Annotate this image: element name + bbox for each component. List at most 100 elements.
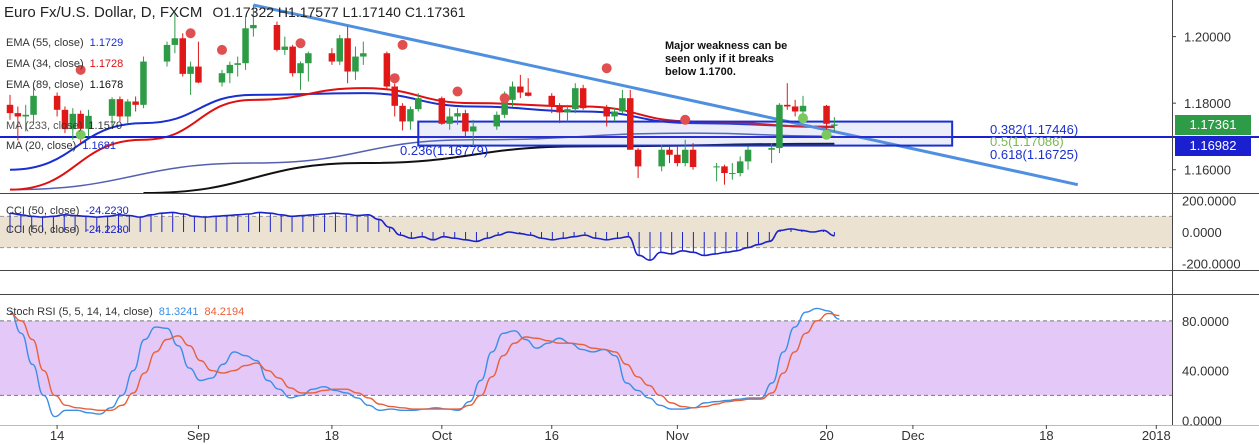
candle-body bbox=[69, 113, 77, 130]
time-tick-label: 2018 bbox=[1142, 428, 1171, 443]
candle bbox=[689, 143, 697, 170]
ohlc-readout: O1.17322 H1.17577 L1.17140 C1.17361 bbox=[212, 4, 466, 20]
fib-label-236: 0.236(1.16779) bbox=[400, 143, 488, 158]
stoch-legend: Stoch RSI (5, 5, 14, 14, close) 81.3241 84… bbox=[6, 306, 244, 318]
cci-tick-label: 200.0000 bbox=[1182, 194, 1236, 209]
candle bbox=[548, 93, 555, 114]
candle bbox=[407, 106, 414, 130]
signal-marker bbox=[75, 129, 86, 140]
candle-body bbox=[572, 88, 579, 110]
candle bbox=[391, 83, 398, 117]
candle-body bbox=[493, 114, 501, 127]
candle-body bbox=[234, 63, 241, 65]
candle-body bbox=[689, 149, 697, 168]
candle bbox=[22, 104, 29, 132]
cci-tick-label: 0.0000 bbox=[1182, 225, 1222, 240]
price-tick-label: 1.18000 bbox=[1184, 96, 1231, 111]
legend-label: EMA (89, close) bbox=[6, 79, 84, 91]
candle-body bbox=[124, 101, 132, 117]
fib-label-50: 0.5(1.17086) bbox=[990, 134, 1064, 149]
candle bbox=[360, 41, 367, 65]
candle-body bbox=[407, 109, 414, 122]
candle bbox=[352, 46, 359, 80]
candle-body bbox=[391, 86, 398, 106]
legend-value: 1.1570 bbox=[88, 120, 123, 132]
candle bbox=[729, 163, 736, 180]
candle bbox=[446, 108, 453, 130]
stoch-legend-label: Stoch RSI (5, 5, 14, 14, close) bbox=[6, 306, 153, 318]
candle-body bbox=[579, 88, 587, 109]
stoch-tick-label: 40.0000 bbox=[1182, 364, 1229, 379]
candle bbox=[517, 74, 524, 99]
cci-legend-label: CCI (50, close) bbox=[6, 224, 80, 236]
candle-body bbox=[328, 53, 336, 62]
signal-marker bbox=[499, 93, 510, 104]
cci-legend-value: -24.2230 bbox=[85, 205, 129, 217]
candle-body bbox=[195, 66, 202, 83]
time-tick-label: 18 bbox=[325, 428, 339, 443]
stoch-d-line bbox=[9, 312, 840, 412]
candle bbox=[30, 87, 37, 123]
candle-body bbox=[603, 108, 610, 117]
candle bbox=[297, 61, 304, 90]
time-tick-label: 18 bbox=[1039, 428, 1053, 443]
candle bbox=[85, 109, 92, 137]
legend-value: 1.1678 bbox=[89, 79, 124, 91]
signal-marker bbox=[452, 86, 463, 97]
candle-body bbox=[163, 44, 171, 62]
ma233-line bbox=[9, 132, 835, 191]
candle-body bbox=[61, 109, 69, 130]
candle-body bbox=[799, 105, 807, 112]
legend-label: MA (233, close) bbox=[6, 120, 83, 132]
candle bbox=[784, 83, 791, 110]
candle bbox=[831, 117, 838, 132]
signal-marker bbox=[185, 28, 196, 39]
candle-body bbox=[831, 124, 838, 126]
candle-body bbox=[171, 38, 179, 45]
candle bbox=[226, 61, 234, 84]
candle-body bbox=[242, 28, 249, 64]
legend-ema34: EMA (34, close) 1.1728 bbox=[6, 58, 123, 70]
cci-legend-value: -24.2230 bbox=[85, 224, 129, 236]
candle-body bbox=[462, 113, 469, 132]
candle bbox=[132, 96, 139, 112]
candle-body bbox=[289, 46, 296, 74]
candle bbox=[14, 106, 22, 141]
ema89-line bbox=[143, 142, 835, 194]
candle bbox=[713, 163, 720, 182]
candle bbox=[281, 36, 289, 55]
candle bbox=[736, 156, 744, 177]
candle bbox=[242, 16, 249, 70]
candle-body bbox=[823, 105, 830, 124]
candle-body bbox=[729, 173, 736, 175]
signal-marker bbox=[797, 113, 808, 124]
candle-body bbox=[108, 99, 116, 116]
legend-label: EMA (34, close) bbox=[6, 58, 84, 70]
candle bbox=[627, 89, 634, 150]
candle bbox=[509, 81, 516, 107]
candle-body bbox=[22, 114, 29, 117]
candle-body bbox=[226, 64, 234, 74]
candle bbox=[399, 103, 406, 131]
candle bbox=[823, 104, 830, 130]
candle bbox=[195, 41, 202, 84]
candle-body bbox=[446, 116, 453, 124]
fib-label-382: 0.382(1.17446) bbox=[990, 122, 1078, 137]
candle bbox=[328, 48, 336, 65]
candle-body bbox=[297, 63, 304, 74]
candle bbox=[768, 143, 775, 164]
candle bbox=[556, 103, 563, 124]
signal-marker bbox=[601, 63, 612, 74]
legend-value: 1.1681 bbox=[82, 140, 116, 152]
time-tick-label: Nov bbox=[666, 428, 690, 443]
legend-ma20: MA (20, close) 1.1681 bbox=[6, 140, 116, 152]
legend-ema55: EMA (55, close) 1.1729 bbox=[6, 37, 123, 49]
legend-value: 1.1728 bbox=[89, 58, 124, 70]
candle bbox=[250, 4, 257, 37]
candle bbox=[6, 94, 14, 120]
candle-body bbox=[344, 38, 351, 72]
candle bbox=[579, 84, 587, 110]
time-tick-label: 20 bbox=[819, 428, 833, 443]
stoch-legend-k: 81.3241 bbox=[158, 306, 199, 318]
